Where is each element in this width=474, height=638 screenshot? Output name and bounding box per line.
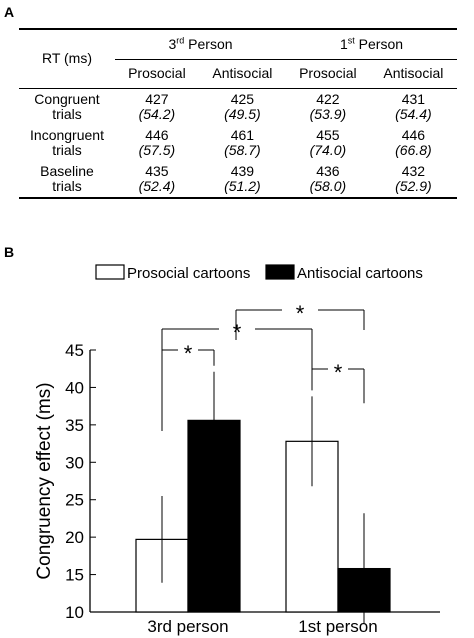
y-tick-label: 35 — [65, 416, 84, 435]
table-cell: 431 (54.4) — [370, 88, 457, 125]
table-cell: 432 (52.9) — [369, 160, 457, 199]
group-3rd-suffix: rd — [176, 35, 185, 46]
cell-mean: 427 — [145, 90, 169, 107]
cell-sd: (54.4) — [395, 105, 432, 122]
legend-label: Antisocial cartoons — [297, 265, 423, 282]
row-label-line1: Incongruent — [30, 126, 104, 143]
y-axis-label: Congruency effect (ms) — [34, 382, 55, 579]
cell-mean: 425 — [230, 90, 255, 107]
subheader-1st-prosocial: Prosocial — [285, 59, 370, 89]
cell-sd: (52.9) — [395, 177, 432, 194]
table-cell: 427 (54.2) — [115, 88, 199, 125]
rt-header: RT (ms) — [19, 28, 115, 89]
rt-table: RT (ms) 3rd Person 1st Person Prosocial … — [19, 28, 457, 199]
y-tick-label: 45 — [65, 341, 84, 360]
group-header-3rd: 3rd Person — [115, 28, 286, 60]
row-label: Baseline trials — [19, 160, 115, 199]
y-tick-label: 40 — [65, 378, 84, 397]
legend-swatch — [265, 264, 295, 280]
cell-sd: (52.4) — [138, 177, 176, 194]
cell-sd: (54.2) — [138, 105, 176, 122]
table-cell: 446 (57.5) — [115, 125, 199, 161]
subheader-3rd-antisocial: Antisocial — [198, 59, 286, 89]
cell-sd: (58.7) — [224, 141, 261, 158]
row-label-line2: trials — [52, 105, 82, 122]
legend-label: Prosocial cartoons — [127, 265, 250, 282]
y-tick-label: 30 — [65, 453, 84, 472]
cell-mean: 432 — [401, 162, 426, 179]
row-label: Congruent trials — [19, 88, 115, 125]
table-cell: 436 (58.0) — [285, 160, 370, 199]
cell-sd: (53.9) — [309, 105, 347, 122]
table-cell: 455 (74.0) — [286, 125, 370, 161]
group-1st-number: 1 — [339, 35, 348, 52]
table-cell: 439 (51.2) — [198, 160, 286, 199]
legend-swatch — [95, 264, 125, 280]
table-cell: 446 (66.8) — [370, 125, 457, 161]
y-tick-label: 15 — [65, 566, 84, 585]
table-row-congruent: Congruent trials 427 (54.2) 425 (49.5) 422(… — [19, 88, 457, 125]
cell-mean: 461 — [230, 126, 255, 143]
row-label-line1: Congruent — [34, 90, 100, 107]
group-3rd-number: 3 — [168, 35, 177, 52]
table-cell: 435 (52.4) — [115, 160, 199, 199]
table-row-incongruent: Incongruent trials 446 (57.5) 461 (58.7) 45… — [19, 125, 457, 161]
subheader-3rd-prosocial: Prosocial — [115, 59, 199, 89]
congruency-bar-chart: 10 15 20 25 30 35 40 45 Congruency effect (ms) 3r… — [34, 264, 440, 636]
panel-a-label: A — [4, 4, 15, 20]
sig-bracket-1st-star: * — [334, 360, 343, 385]
table-cell: 461 (58.7) — [199, 125, 286, 161]
cell-sd: (74.0) — [309, 141, 347, 158]
cell-mean: 439 — [230, 162, 255, 179]
cell-mean: 436 — [316, 162, 340, 179]
cell-mean: 435 — [145, 162, 169, 179]
row-label-line1: Baseline — [40, 162, 94, 179]
x-tick-label: 3rd person — [147, 617, 228, 636]
cell-sd: (58.0) — [309, 177, 347, 194]
sig-bracket-prosocial-star: * — [233, 320, 242, 345]
cell-mean: 422 — [316, 90, 340, 107]
y-tick-label: 10 — [65, 603, 84, 622]
row-label: Incongruent trials — [19, 125, 115, 161]
cell-sd: (51.2) — [224, 177, 261, 194]
row-label-line2: trials — [52, 141, 82, 158]
row-label-line2: trials — [52, 177, 82, 194]
sig-bracket-3rd-star: * — [184, 341, 193, 366]
cell-mean: 431 — [401, 90, 426, 107]
table-row-baseline: Baseline trials 435 (52.4) 439 (51.2) 436 (5… — [19, 160, 457, 199]
cell-sd: (57.5) — [138, 141, 176, 158]
group-3rd-text: Person — [184, 35, 233, 52]
sig-bracket-antisocial-star: * — [296, 301, 305, 326]
cell-mean: 455 — [316, 126, 340, 143]
subheader-1st-antisocial: Antisocial — [369, 59, 457, 89]
y-tick-label: 20 — [65, 528, 84, 547]
group-1st-suffix: st — [347, 35, 355, 46]
cell-sd: (49.5) — [224, 105, 261, 122]
group-1st-text: Person — [354, 35, 404, 52]
table-cell: 425 (49.5) — [199, 88, 286, 125]
panel-b-label: B — [4, 244, 15, 260]
group-header-1st: 1st Person — [285, 28, 457, 60]
y-tick-label: 25 — [65, 491, 84, 510]
cell-mean: 446 — [401, 126, 426, 143]
cell-sd: (66.8) — [395, 141, 432, 158]
x-tick-label: 1st person — [298, 617, 377, 636]
cell-mean: 446 — [145, 126, 169, 143]
table-cell: 422 (53.9) — [286, 88, 370, 125]
